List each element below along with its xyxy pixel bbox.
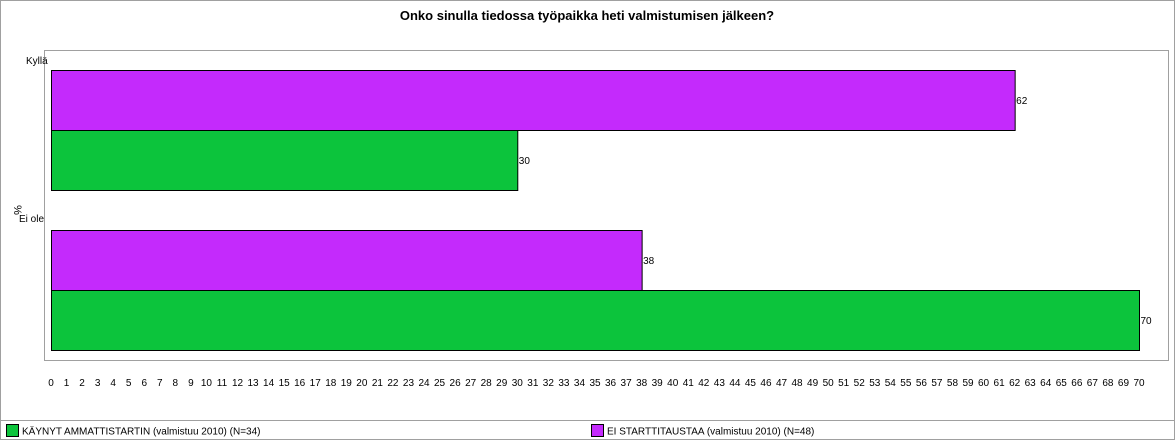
x-tick-label: 53 <box>869 378 881 389</box>
bar-value-label: 38 <box>643 256 655 267</box>
x-tick-label: 61 <box>994 378 1006 389</box>
x-tick-label: 28 <box>481 378 493 389</box>
legend-label: KÄYNYT AMMATTISTARTIN (valmistuu 2010) (… <box>22 426 261 438</box>
bar <box>51 130 519 191</box>
x-tick-label: 63 <box>1025 378 1037 389</box>
x-tick-label: 15 <box>279 378 291 389</box>
x-tick-label: 22 <box>387 378 399 389</box>
bar <box>51 230 643 291</box>
x-tick-label: 59 <box>962 378 974 389</box>
bar <box>51 290 1140 351</box>
x-tick-label: 58 <box>947 378 959 389</box>
x-tick-label: 32 <box>543 378 555 389</box>
x-tick-label: 47 <box>776 378 788 389</box>
x-tick-label: 27 <box>465 378 477 389</box>
x-tick-label: 46 <box>760 378 772 389</box>
x-tick-label: 4 <box>110 378 116 389</box>
legend-swatch <box>591 424 604 437</box>
x-tick-label: 0 <box>48 378 54 389</box>
x-tick-label: 29 <box>496 378 508 389</box>
x-tick-label: 34 <box>574 378 586 389</box>
legend-swatch <box>6 424 19 437</box>
x-tick-label: 40 <box>667 378 679 389</box>
x-tick-label: 21 <box>372 378 384 389</box>
category-label: Kyllä <box>26 56 48 67</box>
x-tick-label: 7 <box>157 378 163 389</box>
x-tick-label: 3 <box>95 378 101 389</box>
x-tick-label: 5 <box>126 378 132 389</box>
x-tick-label: 64 <box>1040 378 1052 389</box>
x-tick-label: 35 <box>589 378 601 389</box>
x-tick-label: 41 <box>683 378 695 389</box>
x-tick-label: 65 <box>1056 378 1068 389</box>
x-tick-label: 26 <box>450 378 462 389</box>
x-tick-label: 39 <box>652 378 664 389</box>
x-tick-label: 70 <box>1133 378 1145 389</box>
x-tick-label: 68 <box>1102 378 1114 389</box>
x-tick-label: 57 <box>931 378 943 389</box>
x-tick-label: 37 <box>621 378 633 389</box>
legend-label: EI STARTTITAUSTAA (valmistuu 2010) (N=48… <box>607 427 814 438</box>
x-tick-label: 16 <box>294 378 306 389</box>
x-tick-label: 48 <box>791 378 803 389</box>
x-tick-label: 60 <box>978 378 990 389</box>
x-tick-label: 55 <box>900 378 912 389</box>
x-tick-label: 66 <box>1071 378 1083 389</box>
bar <box>51 70 1016 131</box>
x-tick-label: 17 <box>310 378 322 389</box>
x-tick-label: 38 <box>636 378 648 389</box>
x-tick-label: 2 <box>79 378 85 389</box>
x-tick-label: 8 <box>173 378 179 389</box>
bar-value-label: 30 <box>519 156 531 167</box>
x-tick-label: 50 <box>823 378 835 389</box>
x-tick-label: 51 <box>838 378 850 389</box>
x-tick-label: 25 <box>434 378 446 389</box>
x-tick-label: 30 <box>512 378 524 389</box>
x-tick-label: 42 <box>698 378 710 389</box>
x-tick-label: 12 <box>232 378 244 389</box>
y-axis-label: % <box>11 205 23 215</box>
x-tick-label: 49 <box>807 378 819 389</box>
x-tick-label: 69 <box>1118 378 1130 389</box>
x-tick-label: 6 <box>141 378 147 389</box>
x-tick-label: 45 <box>745 378 757 389</box>
x-tick-label: 67 <box>1087 378 1099 389</box>
x-tick-label: 1 <box>64 378 70 389</box>
category-label: Ei ole <box>19 214 44 225</box>
x-tick-label: 24 <box>418 378 430 389</box>
x-tick-label: 52 <box>854 378 866 389</box>
x-tick-label: 31 <box>527 378 539 389</box>
x-tick-label: 36 <box>605 378 617 389</box>
x-tick-label: 11 <box>217 378 228 389</box>
plot-area-frame <box>44 50 1169 361</box>
x-tick-label: 9 <box>188 378 194 389</box>
x-tick-label: 10 <box>201 378 213 389</box>
x-tick-label: 14 <box>263 378 275 389</box>
x-tick-label: 56 <box>916 378 928 389</box>
x-tick-label: 18 <box>325 378 337 389</box>
x-tick-label: 20 <box>356 378 368 389</box>
x-tick-label: 54 <box>885 378 897 389</box>
x-tick-label: 13 <box>247 378 259 389</box>
x-tick-label: 33 <box>558 378 570 389</box>
x-tick-label: 43 <box>714 378 726 389</box>
bar-value-label: 70 <box>1141 316 1153 327</box>
x-tick-label: 44 <box>729 378 741 389</box>
x-tick-label: 23 <box>403 378 415 389</box>
bar-value-label: 62 <box>1016 96 1028 107</box>
chart-title: Onko sinulla tiedossa työpaikka heti val… <box>400 8 774 23</box>
x-tick-label: 62 <box>1009 378 1021 389</box>
x-tick-label: 19 <box>341 378 353 389</box>
